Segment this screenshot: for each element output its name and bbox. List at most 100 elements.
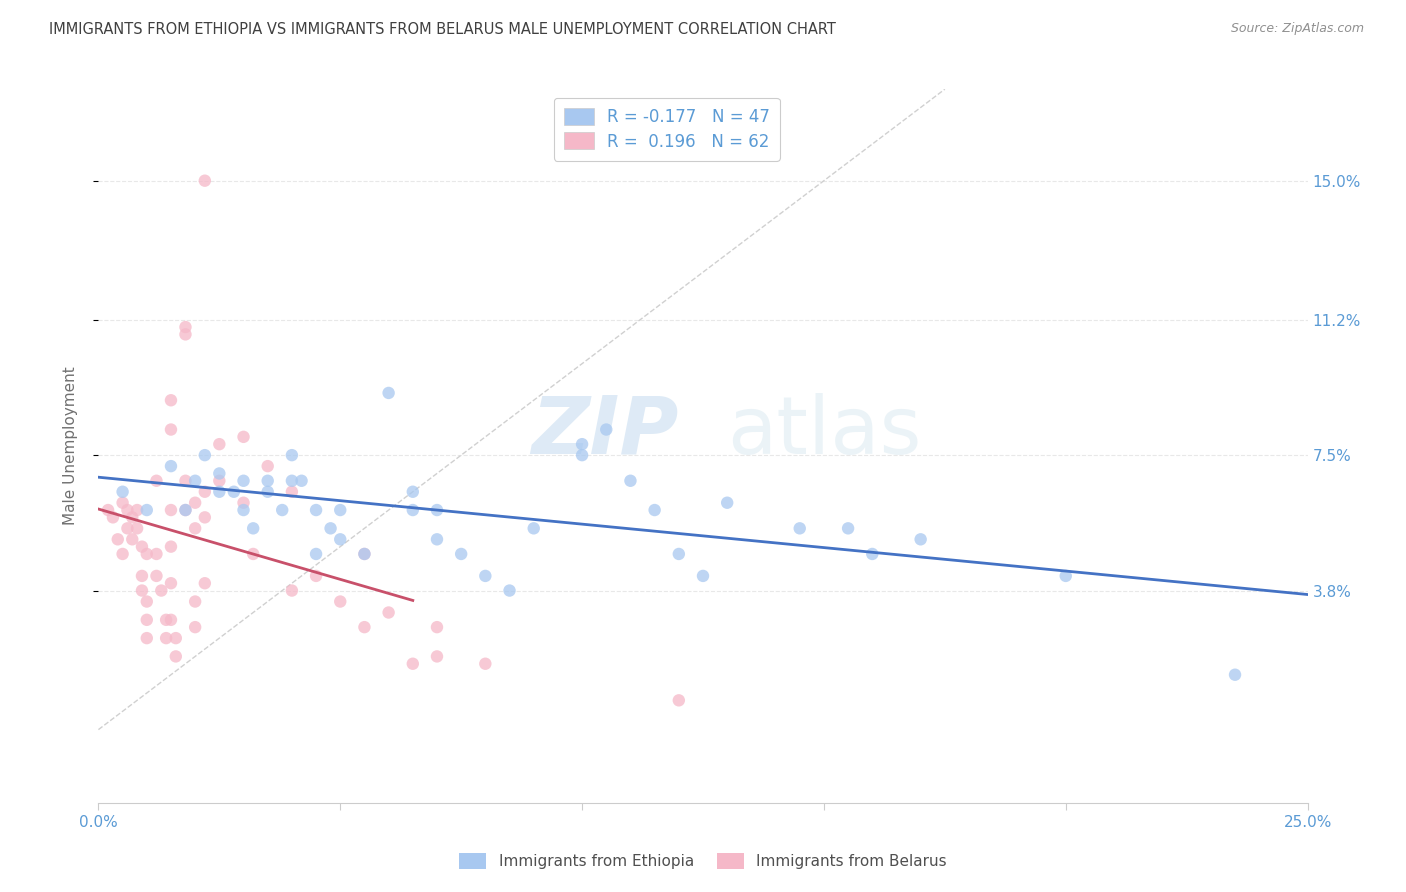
- Point: [174, 474, 197, 488]
- Point: [160, 423, 183, 437]
- Point: [184, 496, 207, 510]
- Point: [194, 174, 217, 188]
- Point: [127, 521, 149, 535]
- Point: [290, 474, 312, 488]
- Point: [256, 474, 278, 488]
- Point: [208, 474, 231, 488]
- Point: [402, 484, 425, 499]
- Point: [319, 521, 342, 535]
- Point: [127, 503, 149, 517]
- Point: [281, 474, 304, 488]
- Point: [619, 474, 641, 488]
- Point: [281, 484, 304, 499]
- Text: Source: ZipAtlas.com: Source: ZipAtlas.com: [1230, 22, 1364, 36]
- Point: [194, 576, 217, 591]
- Point: [377, 606, 399, 620]
- Point: [256, 459, 278, 474]
- Point: [111, 484, 134, 499]
- Point: [595, 423, 617, 437]
- Point: [474, 569, 496, 583]
- Point: [208, 467, 231, 481]
- Point: [145, 474, 167, 488]
- Point: [353, 620, 375, 634]
- Point: [145, 569, 167, 583]
- Point: [184, 521, 207, 535]
- Point: [402, 657, 425, 671]
- Point: [402, 503, 425, 517]
- Point: [174, 503, 197, 517]
- Point: [135, 613, 157, 627]
- Point: [789, 521, 811, 535]
- Point: [377, 386, 399, 401]
- Point: [232, 496, 254, 510]
- Point: [165, 649, 187, 664]
- Point: [160, 540, 183, 554]
- Point: [305, 547, 328, 561]
- Point: [256, 484, 278, 499]
- Y-axis label: Male Unemployment: Male Unemployment: [63, 367, 77, 525]
- Point: [281, 583, 304, 598]
- Point: [111, 496, 134, 510]
- Point: [329, 503, 352, 517]
- Point: [160, 503, 183, 517]
- Point: [160, 393, 183, 408]
- Point: [1223, 667, 1246, 681]
- Point: [107, 533, 129, 547]
- Point: [242, 521, 264, 535]
- Point: [150, 583, 173, 598]
- Point: [121, 533, 143, 547]
- Point: [450, 547, 472, 561]
- Point: [101, 510, 124, 524]
- Point: [135, 503, 157, 517]
- Point: [135, 547, 157, 561]
- Text: IMMIGRANTS FROM ETHIOPIA VS IMMIGRANTS FROM BELARUS MALE UNEMPLOYMENT CORRELATIO: IMMIGRANTS FROM ETHIOPIA VS IMMIGRANTS F…: [49, 22, 837, 37]
- Point: [160, 613, 183, 627]
- Point: [184, 474, 207, 488]
- Point: [194, 484, 217, 499]
- Point: [194, 448, 217, 462]
- Point: [426, 503, 449, 517]
- Point: [232, 430, 254, 444]
- Point: [165, 631, 187, 645]
- Point: [174, 327, 197, 342]
- Point: [131, 540, 153, 554]
- Point: [644, 503, 666, 517]
- Point: [498, 583, 520, 598]
- Point: [426, 649, 449, 664]
- Point: [305, 503, 328, 517]
- Point: [208, 437, 231, 451]
- Point: [426, 533, 449, 547]
- Text: atlas: atlas: [727, 392, 921, 471]
- Point: [232, 474, 254, 488]
- Point: [474, 657, 496, 671]
- Point: [184, 620, 207, 634]
- Point: [910, 533, 932, 547]
- Point: [208, 484, 231, 499]
- Point: [837, 521, 859, 535]
- Point: [131, 569, 153, 583]
- Point: [117, 521, 139, 535]
- Point: [329, 533, 352, 547]
- Point: [135, 631, 157, 645]
- Point: [155, 631, 177, 645]
- Point: [281, 448, 304, 462]
- Point: [97, 503, 120, 517]
- Point: [131, 583, 153, 598]
- Point: [523, 521, 546, 535]
- Point: [571, 437, 593, 451]
- Point: [232, 503, 254, 517]
- Legend: R = -0.177   N = 47, R =  0.196   N = 62: R = -0.177 N = 47, R = 0.196 N = 62: [554, 97, 780, 161]
- Point: [111, 547, 134, 561]
- Point: [353, 547, 375, 561]
- Point: [160, 576, 183, 591]
- Point: [121, 510, 143, 524]
- Point: [426, 620, 449, 634]
- Point: [184, 594, 207, 608]
- Point: [571, 448, 593, 462]
- Point: [242, 547, 264, 561]
- Point: [194, 510, 217, 524]
- Point: [668, 693, 690, 707]
- Point: [174, 320, 197, 334]
- Point: [160, 459, 183, 474]
- Point: [155, 613, 177, 627]
